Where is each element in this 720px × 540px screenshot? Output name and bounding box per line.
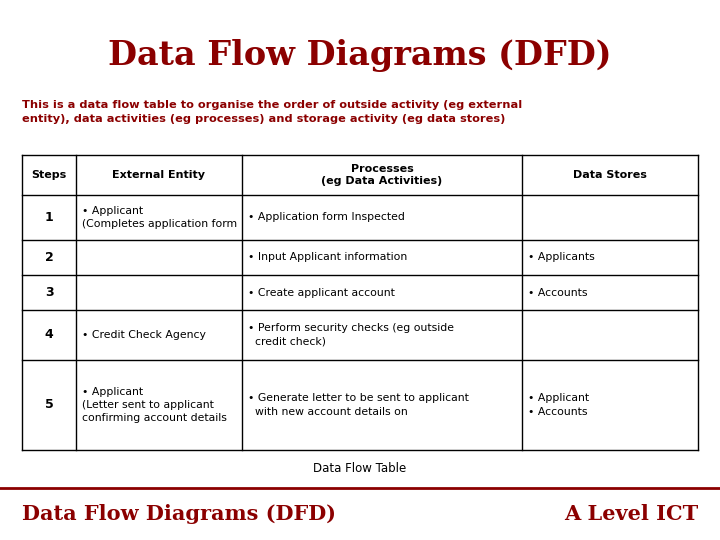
Text: Processes
(eg Data Activities): Processes (eg Data Activities) <box>321 164 443 186</box>
Text: • Accounts: • Accounts <box>528 287 588 298</box>
Text: 1: 1 <box>45 211 53 224</box>
Text: 2: 2 <box>45 251 53 264</box>
Text: Data Stores: Data Stores <box>573 170 647 180</box>
Text: • Applicant
(Letter sent to applicant
confirming account details: • Applicant (Letter sent to applicant co… <box>82 387 227 423</box>
Text: • Create applicant account: • Create applicant account <box>248 287 395 298</box>
Text: • Generate letter to be sent to applicant
  with new account details on: • Generate letter to be sent to applican… <box>248 394 469 416</box>
Text: 3: 3 <box>45 286 53 299</box>
Text: 4: 4 <box>45 328 53 341</box>
Text: A Level ICT: A Level ICT <box>564 504 698 524</box>
Text: Data Flow Table: Data Flow Table <box>313 462 407 475</box>
Text: This is a data flow table to organise the order of outside activity (eg external: This is a data flow table to organise th… <box>22 100 522 124</box>
Text: • Perform security checks (eg outside
  credit check): • Perform security checks (eg outside cr… <box>248 323 454 347</box>
Text: Data Flow Diagrams (DFD): Data Flow Diagrams (DFD) <box>108 38 612 71</box>
Text: • Applicant
• Accounts: • Applicant • Accounts <box>528 394 590 416</box>
Text: Steps: Steps <box>32 170 67 180</box>
Text: • Application form Inspected: • Application form Inspected <box>248 213 405 222</box>
Text: • Applicants: • Applicants <box>528 253 595 262</box>
Text: External Entity: External Entity <box>112 170 205 180</box>
Text: Data Flow Diagrams (DFD): Data Flow Diagrams (DFD) <box>22 504 336 524</box>
Text: • Applicant
(Completes application form: • Applicant (Completes application form <box>82 206 237 229</box>
Text: • Credit Check Agency: • Credit Check Agency <box>82 330 206 340</box>
Text: • Input Applicant information: • Input Applicant information <box>248 253 407 262</box>
Text: 5: 5 <box>45 399 53 411</box>
